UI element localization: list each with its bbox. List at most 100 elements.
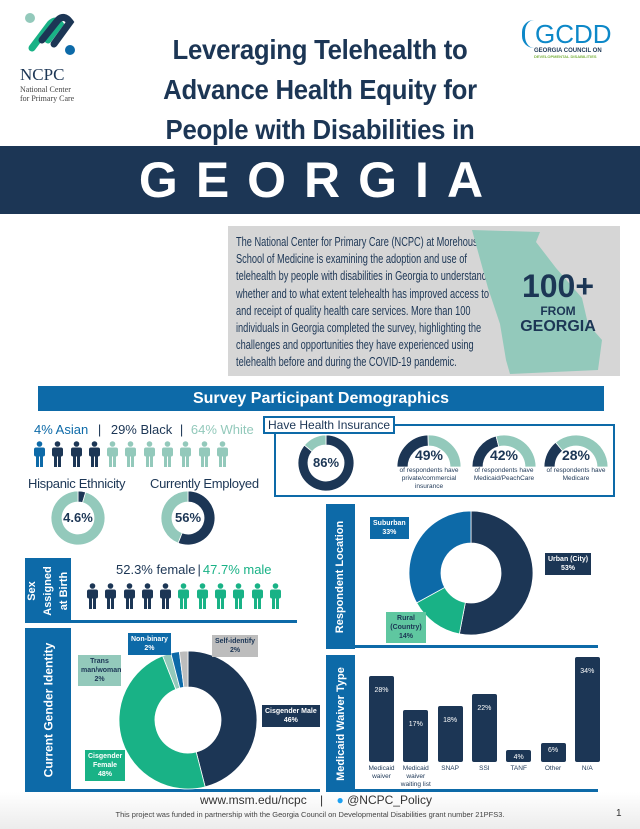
demographics-banner: Survey Participant Demographics <box>38 386 604 411</box>
person-icon <box>123 583 135 609</box>
bar-category-label: SNAP <box>441 765 459 772</box>
donut-segment <box>297 434 355 492</box>
bar <box>506 749 532 762</box>
funding-note: This project was funded in partnership w… <box>115 810 505 819</box>
slice-label: Self-identify <box>215 638 256 645</box>
label-self-identify: Self-identify 2% <box>212 635 259 657</box>
gender-donut <box>118 650 258 790</box>
map-stat-state: GEORGIA <box>520 318 596 335</box>
person-icon <box>70 441 82 467</box>
gender-tab: Current Gender Identity <box>25 628 71 792</box>
title-line: Advance Health Equity for <box>163 74 477 105</box>
employed-donut <box>160 490 216 546</box>
race-asian: 4% Asian <box>34 422 89 437</box>
twitter-icon: ● <box>336 793 344 807</box>
person-icon <box>216 441 228 467</box>
label-rural: Rural (Country) 14% <box>386 612 426 643</box>
bar-category-label: N/A <box>581 765 593 772</box>
slice-value: 46% <box>283 717 298 724</box>
person-icon <box>52 441 64 467</box>
slice-self-identify <box>178 650 189 688</box>
person-icon <box>162 441 174 467</box>
slice-label: Non-binary <box>131 636 168 643</box>
ncpc-name: NCPC <box>20 65 65 84</box>
insurance-gauge <box>543 434 609 467</box>
title-line: Leveraging Telehealth to <box>172 34 468 65</box>
insurance-gauge-text: of respondents have Medicaid/PeachCare <box>473 467 535 482</box>
insurance-gauge-value: 28% <box>561 447 591 463</box>
website-link[interactable]: www.msm.edu/ncpc <box>200 793 307 807</box>
waiver-tab: Medicaid Waiver Type <box>326 655 355 792</box>
bar <box>403 709 429 762</box>
bar-category-label: Medicaid waiver <box>368 765 395 780</box>
ncpc-logo-mark <box>25 13 75 55</box>
location-tab-label: Respondent Location <box>334 520 347 633</box>
map-stat: 100+ FROM GEORGIA <box>508 268 608 336</box>
bar-value-label: 18% <box>443 717 458 725</box>
label-trans: Trans man/woman 2% <box>78 655 121 686</box>
slice-value: 48% <box>97 771 112 778</box>
sex-tab-label: Sex Assigned at Birth <box>26 565 70 616</box>
hispanic-value: 4.6% <box>63 510 93 525</box>
insurance-gauge-value: 42% <box>489 447 519 463</box>
title-line: People with Disabilities in <box>165 114 475 145</box>
ncpc-logo: NCPC National Center for Primary Care <box>20 10 90 105</box>
slice-value: 14% <box>398 633 413 640</box>
person-icon <box>105 583 117 609</box>
person-icon <box>198 441 210 467</box>
ncpc-sub2: for Primary Care <box>20 94 75 103</box>
slice-label: Suburban <box>373 520 406 527</box>
separator: | <box>320 793 324 807</box>
bar-category-label: SSI <box>479 765 490 772</box>
bar <box>574 657 600 762</box>
slice-label: Urban (City) <box>548 556 589 563</box>
location-donut <box>409 511 533 635</box>
label-cis-female: Cisgender Female 48% <box>85 750 125 781</box>
person-icon <box>215 583 227 609</box>
bar <box>437 706 463 762</box>
page-number: 1 <box>616 808 622 819</box>
person-icon <box>180 441 192 467</box>
slice-urban-city- <box>458 511 533 635</box>
person-icon <box>87 583 98 609</box>
employed-label: Currently Employed <box>150 476 259 491</box>
bar-value-label: 28% <box>374 686 389 694</box>
person-icon <box>143 441 155 467</box>
page-title: Leveraging Telehealth to Advance Health … <box>136 30 504 150</box>
bar-category-label: Medicaid waiver waiting list <box>400 765 431 788</box>
bar-category-label: Other <box>544 765 562 772</box>
divider <box>355 789 598 792</box>
person-icon <box>233 583 245 609</box>
slice-label: Trans man/woman <box>81 658 122 674</box>
divider <box>355 645 598 648</box>
gender-tab-label: Current Gender Identity <box>41 642 55 778</box>
insurance-donut <box>297 434 355 492</box>
gcdd-sub2: DEVELOPMENTAL DISABILITIES <box>534 54 597 59</box>
bar <box>369 675 394 762</box>
gcdd-name: GCDD <box>522 20 622 48</box>
insurance-gauge-text: of respondents have private/commercial i… <box>399 467 459 490</box>
sex-breakdown: 52.3% female | 47.7% male <box>116 562 272 577</box>
race-breakdown: 4% Asian | 29% Black | 64% White <box>34 422 254 437</box>
person-icon <box>160 583 172 609</box>
gcdd-logo: GCDD GEORGIA COUNCIL ON DEVELOPMENTAL DI… <box>522 20 622 59</box>
map-stat-number: 100+ <box>521 268 595 304</box>
location-tab: Respondent Location <box>326 504 355 649</box>
person-icon <box>125 441 137 467</box>
twitter-handle[interactable]: @NCPC_Policy <box>347 793 432 807</box>
race-black: 29% Black <box>110 422 173 437</box>
divider <box>71 789 320 792</box>
label-nonbinary: Non-binary 2% <box>128 633 171 655</box>
bar <box>540 743 566 762</box>
label-suburban: Suburban 33% <box>370 517 409 539</box>
slice-label: Rural (Country) <box>390 615 422 631</box>
donut-segment <box>160 490 189 544</box>
hispanic-donut <box>50 490 106 546</box>
person-icon <box>178 583 190 609</box>
bar-category-label: TANF <box>510 765 527 772</box>
donut-segment <box>303 434 327 453</box>
slice-suburban <box>409 511 472 604</box>
bar-value-label: 34% <box>580 668 595 675</box>
insurance-gauge-text: of respondents have Medicare <box>546 467 606 482</box>
slice-cisgender-female <box>118 655 206 790</box>
